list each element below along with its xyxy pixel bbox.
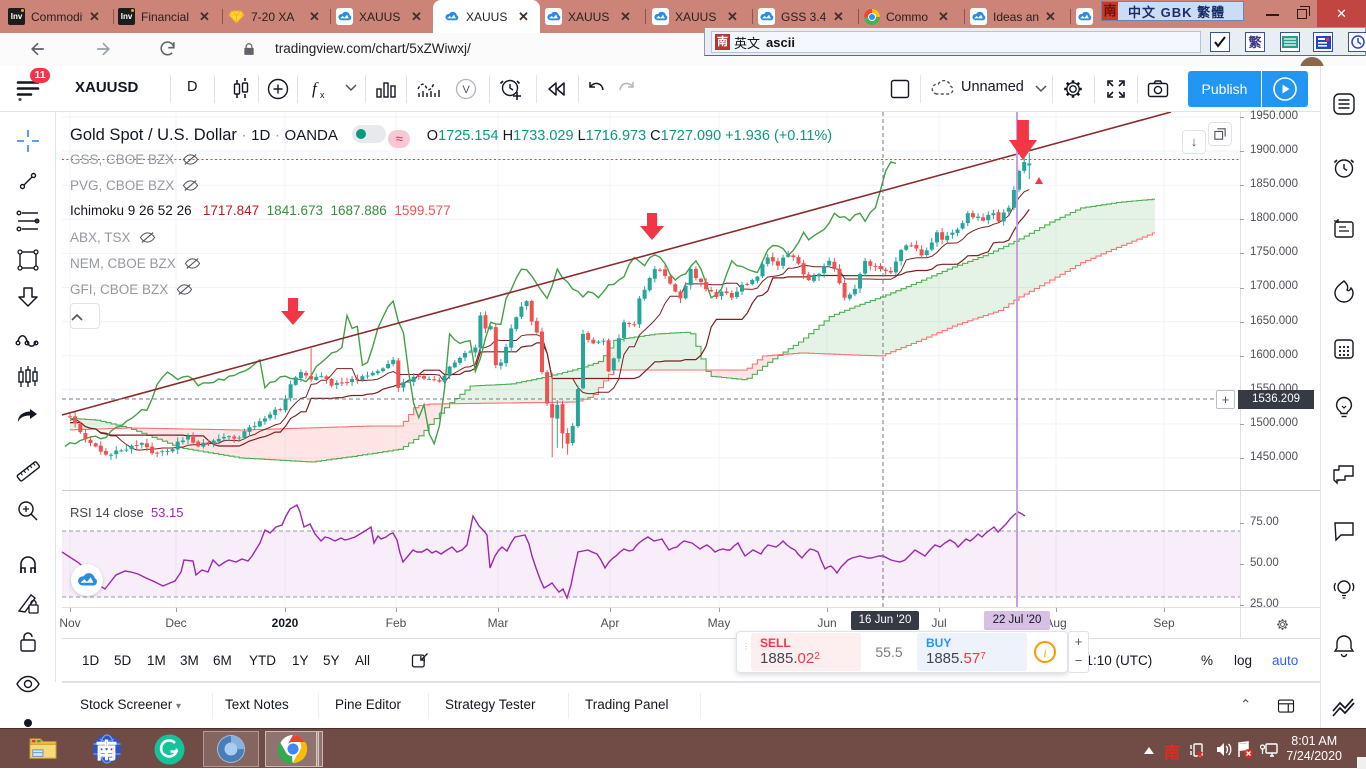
svg-text:南: 南 — [96, 739, 117, 763]
svg-text:x: x — [320, 90, 325, 100]
svg-text:V: V — [463, 84, 471, 96]
svg-text:f: f — [312, 79, 319, 98]
